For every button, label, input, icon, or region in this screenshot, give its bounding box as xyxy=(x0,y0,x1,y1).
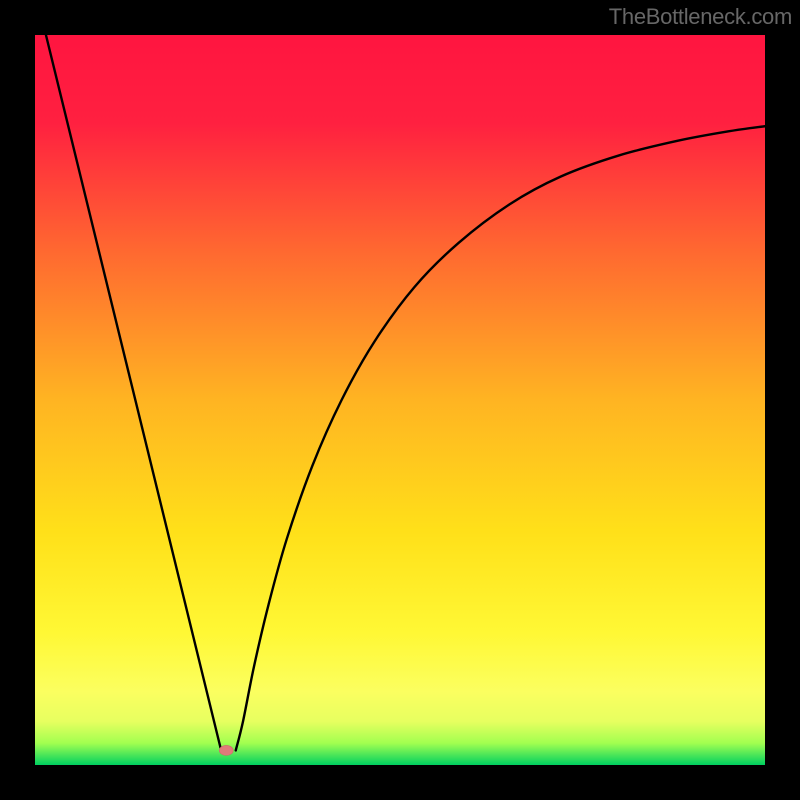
bottleneck-chart: TheBottleneck.com xyxy=(0,0,800,800)
chart-svg xyxy=(0,0,800,800)
watermark-label: TheBottleneck.com xyxy=(609,4,792,30)
